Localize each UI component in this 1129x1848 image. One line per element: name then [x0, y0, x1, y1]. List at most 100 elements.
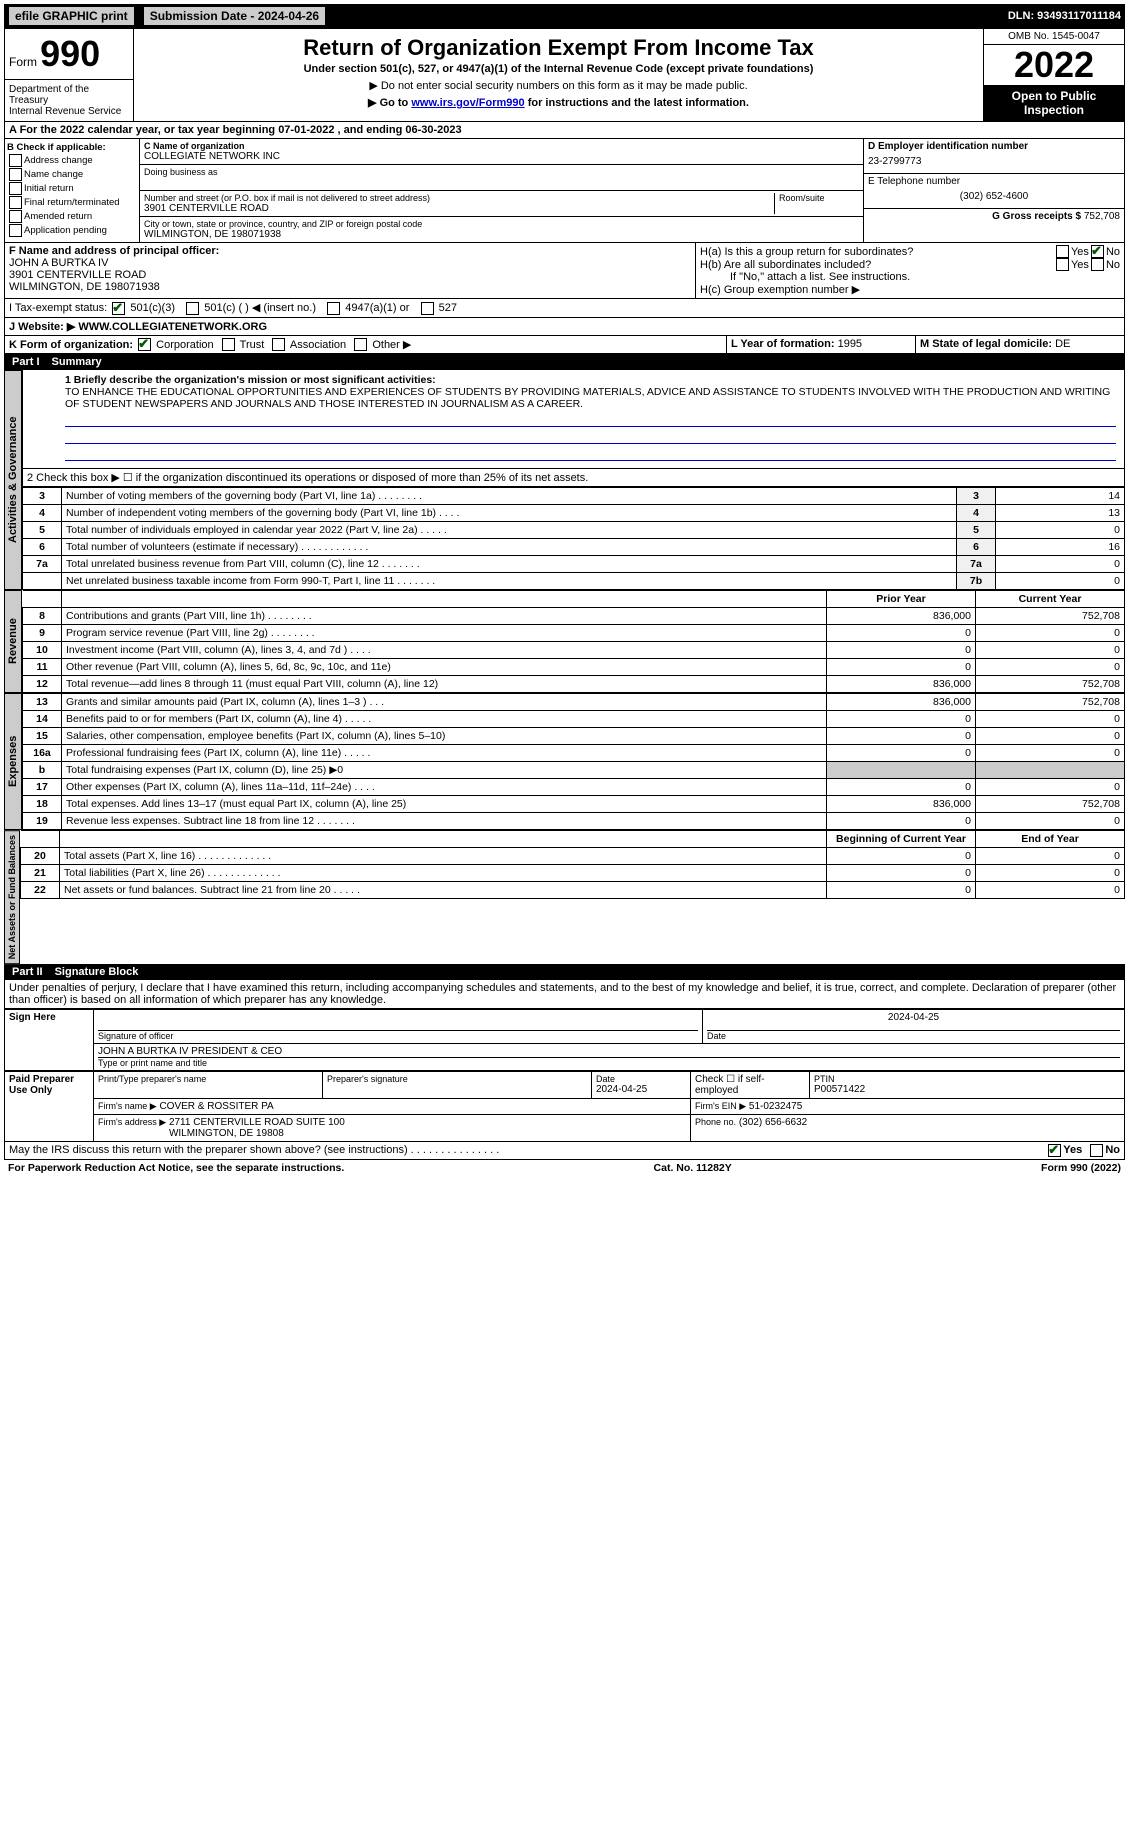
irs-link[interactable]: www.irs.gov/Form990: [411, 97, 524, 109]
current-val: 752,708: [976, 694, 1125, 711]
prior-val: 0: [827, 882, 976, 899]
line-num: 4: [23, 505, 62, 522]
ha-no-checked: [1091, 245, 1104, 258]
line-num: 13: [23, 694, 62, 711]
line-num: 17: [23, 779, 62, 796]
line-num: 3: [23, 488, 62, 505]
line-num: [23, 573, 62, 590]
line-num: 14: [23, 711, 62, 728]
current-val: 0: [976, 625, 1125, 642]
top-bar: efile GRAPHIC print Submission Date - 20…: [4, 4, 1125, 28]
part2-header: Part II Signature Block: [4, 964, 1125, 980]
line-num: 7a: [23, 556, 62, 573]
department: Department of the Treasury Internal Reve…: [5, 79, 134, 121]
line-text: Program service revenue (Part VIII, line…: [62, 625, 827, 642]
row-a-period: A For the 2022 calendar year, or tax yea…: [4, 122, 1125, 139]
tax-year: 2022: [984, 45, 1124, 85]
prior-val: 0: [827, 659, 976, 676]
line-text: Other revenue (Part VIII, column (A), li…: [62, 659, 827, 676]
current-val: 752,708: [976, 676, 1125, 693]
section-i: I Tax-exempt status: 501(c)(3) 501(c) ( …: [4, 299, 1125, 318]
ein: 23-2799773: [868, 152, 1120, 171]
line-num: 11: [23, 659, 62, 676]
current-val: 0: [976, 711, 1125, 728]
line-text: Total revenue—add lines 8 through 11 (mu…: [62, 676, 827, 693]
revenue-table: Prior Year Current Year 8 Contributions …: [22, 590, 1125, 693]
line-num: 18: [23, 796, 62, 813]
line-val: 0: [996, 522, 1125, 539]
prior-val: 0: [827, 813, 976, 830]
line2: 2 Check this box ▶ ☐ if the organization…: [22, 469, 1125, 487]
officer-name-title: JOHN A BURTKA IV PRESIDENT & CEO: [98, 1046, 1120, 1058]
line-text: Salaries, other compensation, employee b…: [62, 728, 827, 745]
opt-amended-return: Amended return: [7, 210, 137, 223]
line-box: 7a: [957, 556, 996, 573]
line-box: 6: [957, 539, 996, 556]
line-num: b: [23, 762, 62, 779]
submission-date: Submission Date - 2024-04-26: [143, 6, 326, 26]
current-val: 752,708: [976, 608, 1125, 625]
line-box: 5: [957, 522, 996, 539]
line-val: 14: [996, 488, 1125, 505]
prior-val: 0: [827, 865, 976, 882]
line-num: 21: [21, 865, 60, 882]
form-header: Form 990 Department of the Treasury Inte…: [4, 28, 1125, 122]
opt-name-change: Name change: [7, 168, 137, 181]
org-address: 3901 CENTERVILLE ROAD: [144, 203, 774, 214]
declaration: Under penalties of perjury, I declare th…: [4, 980, 1125, 1009]
goto-note: ▶ Go to www.irs.gov/Form990 for instruct…: [138, 96, 979, 109]
line-num: 19: [23, 813, 62, 830]
check-if-applicable: B Check if applicable: Address change Na…: [5, 139, 140, 242]
section-j: J Website: ▶ WWW.COLLEGIATENETWORK.ORG: [4, 318, 1125, 336]
current-val: 0: [976, 642, 1125, 659]
ag-table: 3 Number of voting members of the govern…: [22, 487, 1125, 590]
corp-checked: [138, 338, 151, 351]
footer: For Paperwork Reduction Act Notice, see …: [4, 1160, 1125, 1176]
line-text: Total liabilities (Part X, line 26) . . …: [60, 865, 827, 882]
line-num: 6: [23, 539, 62, 556]
line-num: 12: [23, 676, 62, 693]
open-to-public: Open to Public Inspection: [984, 85, 1124, 121]
sign-here-label: Sign Here: [5, 1010, 94, 1071]
omb-number: OMB No. 1545-0047: [984, 29, 1124, 45]
phone: (302) 652-4600: [868, 187, 1120, 206]
form-title: Return of Organization Exempt From Incom…: [138, 35, 979, 61]
line-text: Total assets (Part X, line 16) . . . . .…: [60, 848, 827, 865]
principal-officer: F Name and address of principal officer:…: [5, 243, 696, 298]
right-info: D Employer identification number 23-2799…: [863, 139, 1124, 242]
line-num: 5: [23, 522, 62, 539]
form-subtitle: Under section 501(c), 527, or 4947(a)(1)…: [138, 63, 979, 75]
gross-receipts: 752,708: [1084, 211, 1120, 222]
line-text: Benefits paid to or for members (Part IX…: [62, 711, 827, 728]
line-box: 7b: [957, 573, 996, 590]
prior-val: 836,000: [827, 796, 976, 813]
line-text: Total number of volunteers (estimate if …: [62, 539, 957, 556]
line-val: 0: [996, 556, 1125, 573]
firm-phone: (302) 656-6632: [739, 1117, 807, 1128]
org-info: C Name of organization COLLEGIATE NETWOR…: [140, 139, 863, 242]
signature-table: Sign Here Signature of officer 2024-04-2…: [4, 1009, 1125, 1071]
line-text: Professional fundraising fees (Part IX, …: [62, 745, 827, 762]
prior-val: 0: [827, 779, 976, 796]
prior-val: 0: [827, 711, 976, 728]
prior-val: 0: [827, 745, 976, 762]
year-formation: 1995: [838, 338, 862, 350]
netassets-table: Beginning of Current Year End of Year 20…: [20, 830, 1125, 899]
line-text: Grants and similar amounts paid (Part IX…: [62, 694, 827, 711]
ptin: P00571422: [814, 1084, 1120, 1095]
line-text: Contributions and grants (Part VIII, lin…: [62, 608, 827, 625]
firm-address: 2711 CENTERVILLE ROAD SUITE 100 WILMINGT…: [169, 1117, 345, 1139]
efile-badge: efile GRAPHIC print: [8, 6, 135, 26]
line-text: Number of voting members of the governin…: [62, 488, 957, 505]
501c3-checked: [112, 302, 125, 315]
section-fh: F Name and address of principal officer:…: [4, 243, 1125, 299]
prep-date: 2024-04-25: [596, 1084, 686, 1095]
line-num: 8: [23, 608, 62, 625]
org-name: COLLEGIATE NETWORK INC: [144, 151, 859, 162]
current-val: 0: [976, 865, 1125, 882]
opt-address-change: Address change: [7, 154, 137, 167]
current-val: 0: [976, 779, 1125, 796]
group-return: H(a) Is this a group return for subordin…: [696, 243, 1124, 298]
may-irs-discuss: May the IRS discuss this return with the…: [4, 1142, 1125, 1160]
sig-date: 2024-04-25: [707, 1012, 1120, 1031]
